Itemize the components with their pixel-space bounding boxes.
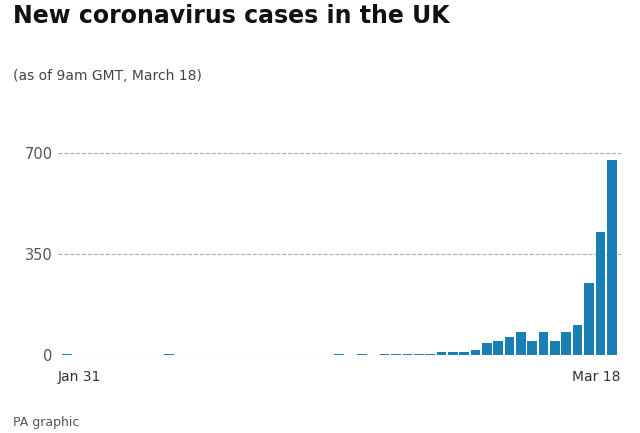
Bar: [527, 341, 537, 355]
Text: Jan 31: Jan 31: [58, 370, 101, 384]
Bar: [436, 352, 446, 355]
Bar: [482, 343, 492, 355]
Text: PA graphic: PA graphic: [13, 416, 79, 429]
Text: (as of 9am GMT, March 18): (as of 9am GMT, March 18): [13, 69, 202, 83]
Bar: [470, 350, 480, 355]
Bar: [516, 332, 525, 355]
Bar: [493, 341, 503, 355]
Text: Mar 18: Mar 18: [572, 370, 621, 384]
Bar: [334, 354, 344, 355]
Bar: [425, 354, 435, 355]
Bar: [550, 341, 560, 355]
Bar: [561, 332, 571, 355]
Bar: [380, 354, 390, 355]
Bar: [460, 352, 469, 355]
Bar: [573, 325, 582, 355]
Bar: [539, 332, 548, 355]
Bar: [584, 283, 594, 355]
Text: New coronavirus cases in the UK: New coronavirus cases in the UK: [13, 4, 449, 28]
Bar: [391, 354, 401, 355]
Bar: [414, 354, 424, 355]
Bar: [607, 160, 616, 355]
Bar: [448, 352, 458, 355]
Bar: [505, 337, 515, 355]
Bar: [596, 232, 605, 355]
